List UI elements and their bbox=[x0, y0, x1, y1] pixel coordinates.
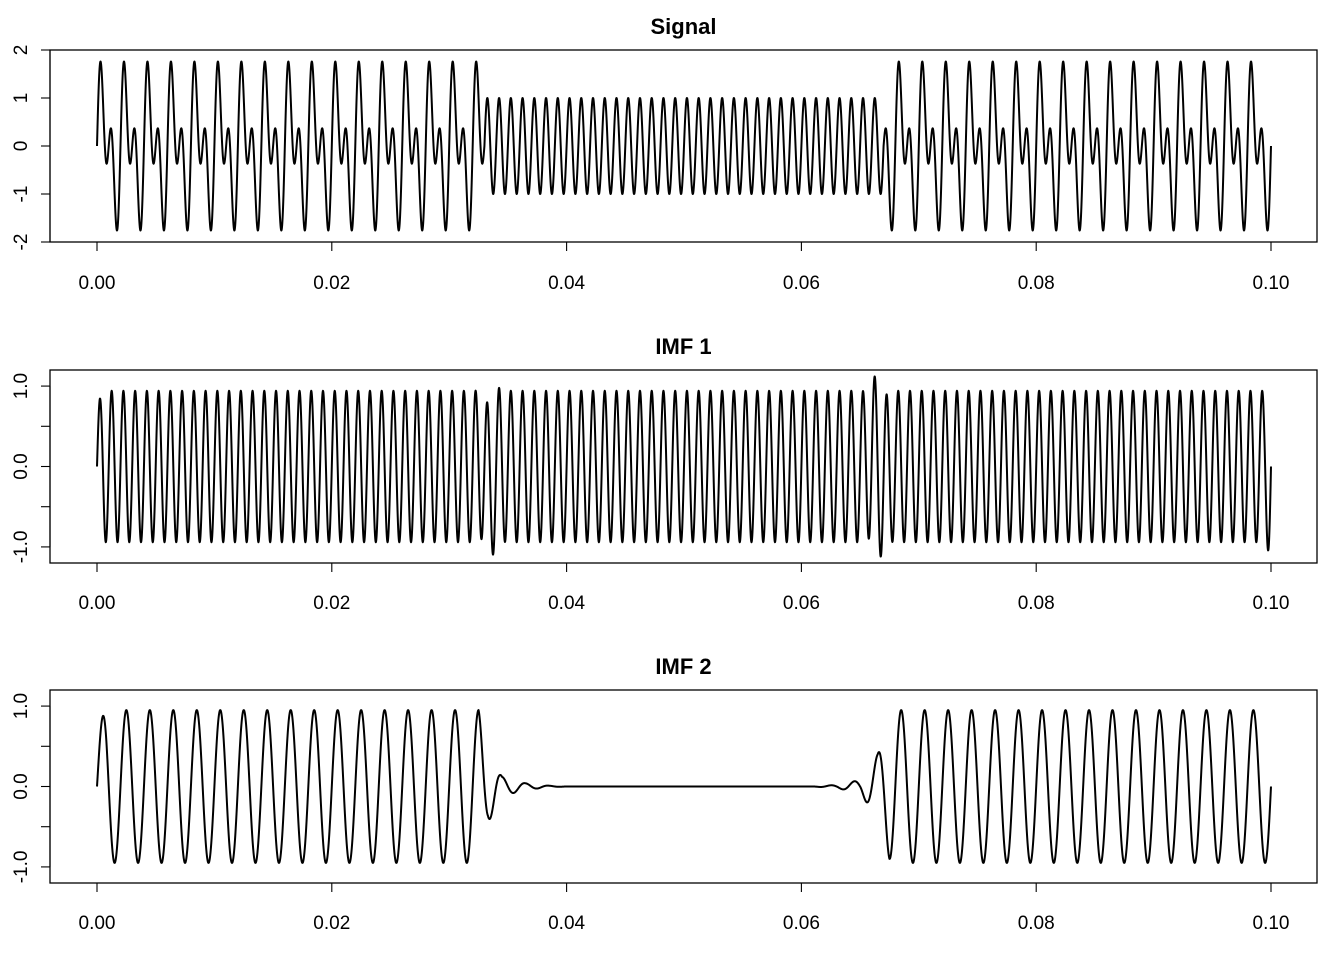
y-tick-label: 0 bbox=[11, 141, 32, 152]
panel-title: IMF 1 bbox=[655, 334, 711, 359]
x-tick-label: 0.02 bbox=[313, 273, 350, 294]
series-line bbox=[96, 60, 1272, 232]
y-tick-label: 1.0 bbox=[11, 373, 32, 399]
x-tick-label: 0.04 bbox=[548, 273, 585, 294]
y-tick-label: 2 bbox=[11, 45, 32, 56]
y-tick-label: -1.0 bbox=[11, 531, 32, 564]
x-tick-label: 0.00 bbox=[79, 913, 116, 934]
x-tick-label: 0.10 bbox=[1253, 593, 1290, 614]
x-tick-label: 0.06 bbox=[783, 913, 820, 934]
panel-1: Signal 0.00 0.02 0.04 0.06 0.08 0.10 -2 -1 0 1 2 bbox=[11, 14, 1318, 294]
series-line bbox=[96, 375, 1272, 558]
x-tick-label: 0.06 bbox=[783, 273, 820, 294]
y-tick-label: 1 bbox=[11, 93, 32, 104]
x-tick-label: 0.10 bbox=[1253, 913, 1290, 934]
x-tick-label: 0.04 bbox=[548, 913, 585, 934]
y-tick-label: -2 bbox=[11, 234, 32, 251]
x-tick-label: 0.08 bbox=[1018, 273, 1055, 294]
x-tick-label: 0.00 bbox=[79, 593, 116, 614]
panel-title: IMF 2 bbox=[655, 654, 711, 679]
panel-3: IMF 2 0.00 0.02 0.04 0.06 0.08 0.10 -1.0 0.0 1.0 bbox=[11, 654, 1318, 934]
x-tick-label: 0.06 bbox=[783, 593, 820, 614]
x-tick-label: 0.08 bbox=[1018, 593, 1055, 614]
y-tick-label: 0.0 bbox=[11, 773, 32, 799]
x-tick-label: 0.04 bbox=[548, 593, 585, 614]
y-tick-label: -1 bbox=[11, 186, 32, 203]
series-line bbox=[96, 709, 1272, 864]
y-tick-label: 0.0 bbox=[11, 453, 32, 479]
x-tick-label: 0.10 bbox=[1253, 273, 1290, 294]
x-tick-label: 0.08 bbox=[1018, 913, 1055, 934]
panel-2: IMF 1 0.00 0.02 0.04 0.06 0.08 0.10 -1.0 0.0 1.0 bbox=[11, 334, 1318, 614]
x-tick-label: 0.00 bbox=[79, 273, 116, 294]
x-tick-label: 0.02 bbox=[313, 593, 350, 614]
y-tick-label: 1.0 bbox=[11, 693, 32, 719]
panel-title: Signal bbox=[650, 14, 716, 39]
x-tick-label: 0.02 bbox=[313, 913, 350, 934]
y-tick-label: -1.0 bbox=[11, 851, 32, 884]
